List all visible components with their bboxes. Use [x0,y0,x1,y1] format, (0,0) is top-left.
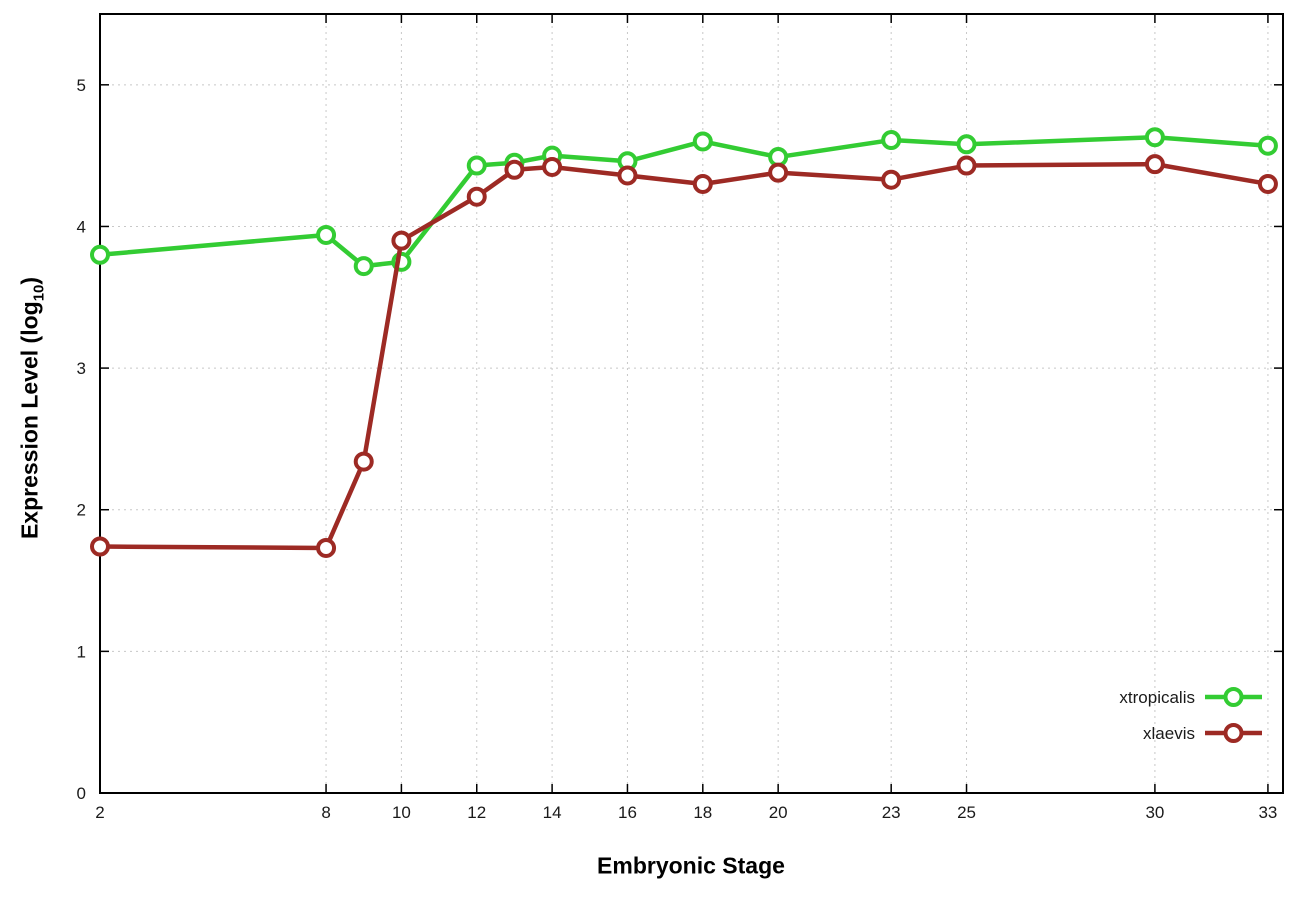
x-tick-label: 8 [321,803,330,822]
data-point-xlaevis [692,173,713,194]
data-point-xlaevis [1144,154,1165,175]
x-tick-label: 18 [693,803,712,822]
data-point-xtropicalis [316,224,337,245]
y-tick-label: 1 [77,642,86,661]
y-axis-label-subscript: 10 [30,284,48,302]
data-point-xlaevis [542,156,563,177]
x-tick-label: 14 [543,803,562,822]
y-axis-label: Expression Level (log10) [17,277,48,539]
y-tick-label: 5 [77,76,86,95]
data-point-xtropicalis [692,131,713,152]
x-tick-label: 30 [1145,803,1164,822]
data-point-xlaevis [466,186,487,207]
data-point-xlaevis [391,230,412,251]
data-point-xtropicalis [90,244,110,265]
data-point-xlaevis [504,159,525,180]
y-tick-label: 4 [77,217,86,236]
data-point-xlaevis [90,536,110,557]
y-tick-label: 3 [77,359,86,378]
data-point-xlaevis [316,537,337,558]
plot-border [99,13,1284,794]
data-point-xtropicalis [881,130,902,151]
data-point-xlaevis [617,165,638,186]
legend-marker-xtropicalis [1223,687,1244,707]
x-tick-label: 16 [618,803,637,822]
y-axis-label-text: Expression Level (log [16,301,43,540]
y-tick-label: 0 [77,784,86,803]
data-point-xtropicalis [1144,127,1165,148]
x-tick-label: 25 [957,803,976,822]
data-point-xlaevis [956,155,977,176]
data-point-xlaevis [768,162,789,183]
x-tick-label: 12 [467,803,486,822]
data-point-xtropicalis [466,155,487,176]
x-tick-label: 10 [392,803,411,822]
data-point-xtropicalis [1257,135,1278,156]
legend-marker-xlaevis [1223,723,1244,743]
x-tick-label: 2 [95,803,104,822]
data-point-xlaevis [881,169,902,190]
data-point-xlaevis [1257,173,1278,194]
data-point-xtropicalis [353,256,374,277]
legend-label-xtropicalis: xtropicalis [1119,688,1195,707]
y-axis-label-close: ) [16,276,43,285]
series-line-xtropicalis [97,134,1271,269]
legend-label-xlaevis: xlaevis [1143,724,1195,743]
y-tick-label: 2 [77,501,86,520]
data-point-xtropicalis [956,134,977,155]
data-point-xlaevis [353,451,374,472]
series-line-xlaevis [97,161,1271,551]
x-axis-label: Embryonic Stage [597,852,785,879]
x-tick-label: 20 [769,803,788,822]
x-tick-label: 23 [882,803,901,822]
x-tick-label: 33 [1258,803,1277,822]
